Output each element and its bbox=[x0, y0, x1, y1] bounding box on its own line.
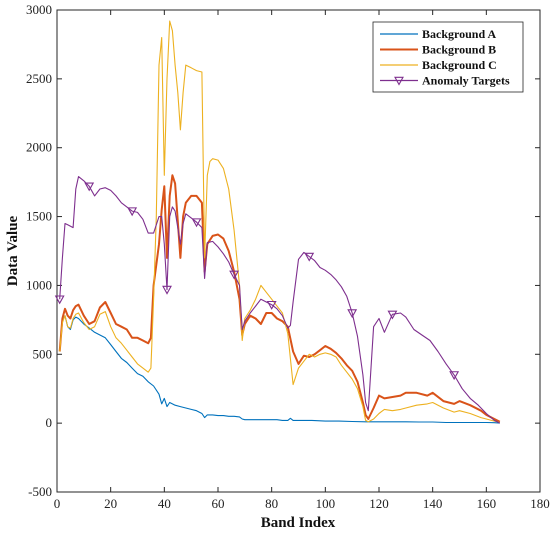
legend-label: Background A bbox=[422, 27, 496, 41]
series-anomaly-targets bbox=[54, 176, 501, 424]
data-point-marker bbox=[54, 295, 65, 305]
y-tick-label: -500 bbox=[28, 484, 52, 499]
x-tick-label: 0 bbox=[54, 496, 61, 511]
y-tick-label: 3000 bbox=[26, 2, 52, 17]
series-line-background-b bbox=[58, 174, 501, 423]
y-tick-label: 500 bbox=[33, 346, 53, 361]
x-tick-label: 40 bbox=[158, 496, 171, 511]
axis-ticks: 0 20 40 60 80 100 120 140 160 180-500050010001500… bbox=[26, 2, 550, 511]
x-axis-title: Band Index bbox=[261, 515, 336, 531]
series-background-a bbox=[59, 315, 500, 424]
series-background-b bbox=[58, 174, 501, 423]
data-point-marker bbox=[387, 310, 398, 320]
y-axis-title: Data Value bbox=[5, 215, 21, 286]
legend-marker bbox=[394, 76, 404, 86]
data-point-marker bbox=[449, 371, 460, 381]
x-tick-label: 120 bbox=[369, 496, 389, 511]
series-background-c bbox=[59, 20, 500, 424]
legend-label: Background C bbox=[422, 58, 497, 72]
data-point-marker bbox=[127, 207, 138, 217]
x-tick-label: 160 bbox=[477, 496, 497, 511]
y-tick-label: 1000 bbox=[26, 277, 52, 292]
x-tick-label: 100 bbox=[316, 496, 336, 511]
data-point-marker bbox=[266, 300, 277, 310]
y-tick-label: 1500 bbox=[26, 209, 52, 224]
y-tick-label: 2000 bbox=[26, 140, 52, 155]
data-point-marker bbox=[229, 270, 240, 280]
series-line-background-a bbox=[59, 315, 500, 424]
x-tick-label: 140 bbox=[423, 496, 443, 511]
data-point-marker bbox=[191, 218, 202, 228]
data-point-marker bbox=[304, 252, 315, 262]
data-point-marker bbox=[162, 285, 172, 295]
legend-label: Background B bbox=[422, 43, 496, 57]
series-line-background-c bbox=[59, 20, 500, 424]
x-tick-label: 60 bbox=[212, 496, 225, 511]
y-tick-label: 0 bbox=[46, 415, 53, 430]
series-layer bbox=[54, 20, 501, 424]
series-line-anomaly-targets bbox=[59, 176, 501, 424]
x-tick-label: 80 bbox=[265, 496, 278, 511]
data-point-marker bbox=[347, 309, 358, 319]
data-point-marker bbox=[84, 182, 95, 192]
legend-label: Anomaly Targets bbox=[422, 74, 510, 88]
x-tick-label: 20 bbox=[104, 496, 117, 511]
x-tick-label: 180 bbox=[530, 496, 550, 511]
y-tick-label: 2500 bbox=[26, 71, 52, 86]
